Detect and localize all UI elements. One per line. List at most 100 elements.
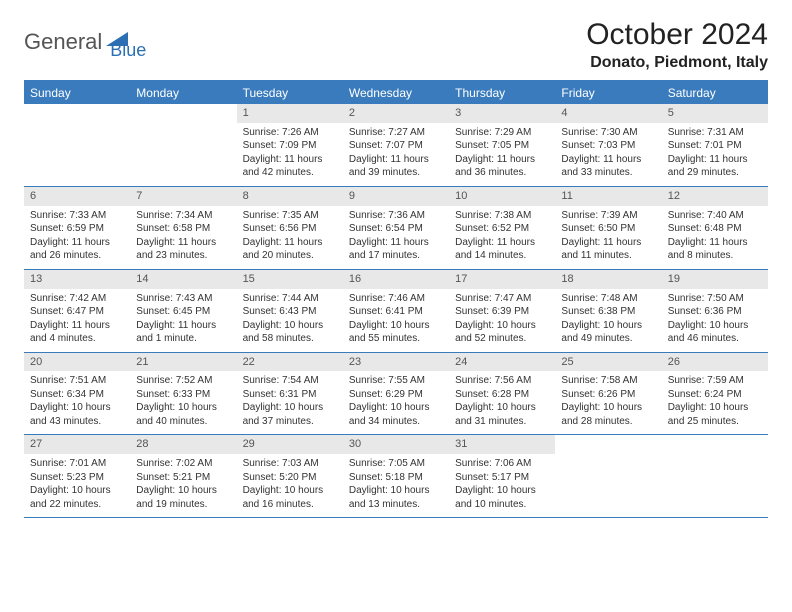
sunrise-text: Sunrise: 7:44 AM	[243, 292, 337, 306]
day-details: Sunrise: 7:34 AMSunset: 6:58 PMDaylight:…	[130, 206, 236, 269]
sunrise-text: Sunrise: 7:48 AM	[561, 292, 655, 306]
sunset-text: Sunset: 6:43 PM	[243, 305, 337, 319]
day-cell: 11Sunrise: 7:39 AMSunset: 6:50 PMDayligh…	[555, 187, 661, 269]
day-number: 12	[662, 187, 768, 206]
sunset-text: Sunset: 5:20 PM	[243, 471, 337, 485]
day-number: 10	[449, 187, 555, 206]
logo: General Blue	[24, 18, 146, 61]
day-details: Sunrise: 7:35 AMSunset: 6:56 PMDaylight:…	[237, 206, 343, 269]
day-cell: 24Sunrise: 7:56 AMSunset: 6:28 PMDayligh…	[449, 353, 555, 435]
daylight-text: Daylight: 10 hours and 34 minutes.	[349, 401, 443, 428]
day-number: 27	[24, 435, 130, 454]
sunrise-text: Sunrise: 7:42 AM	[30, 292, 124, 306]
sunset-text: Sunset: 6:26 PM	[561, 388, 655, 402]
day-number: 25	[555, 353, 661, 372]
day-details: Sunrise: 7:27 AMSunset: 7:07 PMDaylight:…	[343, 123, 449, 186]
day-number: 22	[237, 353, 343, 372]
day-header-cell: Saturday	[662, 82, 768, 104]
sunset-text: Sunset: 7:01 PM	[668, 139, 762, 153]
sunset-text: Sunset: 6:41 PM	[349, 305, 443, 319]
sunset-text: Sunset: 6:59 PM	[30, 222, 124, 236]
sunrise-text: Sunrise: 7:36 AM	[349, 209, 443, 223]
sunrise-text: Sunrise: 7:59 AM	[668, 374, 762, 388]
day-cell: 1Sunrise: 7:26 AMSunset: 7:09 PMDaylight…	[237, 104, 343, 186]
sunrise-text: Sunrise: 7:33 AM	[30, 209, 124, 223]
sunrise-text: Sunrise: 7:06 AM	[455, 457, 549, 471]
day-cell: 22Sunrise: 7:54 AMSunset: 6:31 PMDayligh…	[237, 353, 343, 435]
day-details: Sunrise: 7:43 AMSunset: 6:45 PMDaylight:…	[130, 289, 236, 352]
sunset-text: Sunset: 6:48 PM	[668, 222, 762, 236]
sunset-text: Sunset: 6:38 PM	[561, 305, 655, 319]
day-details: Sunrise: 7:50 AMSunset: 6:36 PMDaylight:…	[662, 289, 768, 352]
day-cell: 20Sunrise: 7:51 AMSunset: 6:34 PMDayligh…	[24, 353, 130, 435]
location: Donato, Piedmont, Italy	[586, 54, 768, 72]
day-details: Sunrise: 7:30 AMSunset: 7:03 PMDaylight:…	[555, 123, 661, 186]
day-cell: 13Sunrise: 7:42 AMSunset: 6:47 PMDayligh…	[24, 270, 130, 352]
day-details: Sunrise: 7:52 AMSunset: 6:33 PMDaylight:…	[130, 371, 236, 434]
sunrise-text: Sunrise: 7:43 AM	[136, 292, 230, 306]
sunrise-text: Sunrise: 7:38 AM	[455, 209, 549, 223]
month-title: October 2024	[586, 18, 768, 52]
day-header-cell: Tuesday	[237, 82, 343, 104]
day-cell: 19Sunrise: 7:50 AMSunset: 6:36 PMDayligh…	[662, 270, 768, 352]
day-cell: 7Sunrise: 7:34 AMSunset: 6:58 PMDaylight…	[130, 187, 236, 269]
calendar: SundayMondayTuesdayWednesdayThursdayFrid…	[24, 80, 768, 518]
daylight-text: Daylight: 10 hours and 28 minutes.	[561, 401, 655, 428]
day-details: Sunrise: 7:26 AMSunset: 7:09 PMDaylight:…	[237, 123, 343, 186]
daylight-text: Daylight: 11 hours and 26 minutes.	[30, 236, 124, 263]
day-details: Sunrise: 7:42 AMSunset: 6:47 PMDaylight:…	[24, 289, 130, 352]
day-details: Sunrise: 7:51 AMSunset: 6:34 PMDaylight:…	[24, 371, 130, 434]
day-number: 13	[24, 270, 130, 289]
day-cell: 28Sunrise: 7:02 AMSunset: 5:21 PMDayligh…	[130, 435, 236, 517]
sunset-text: Sunset: 6:54 PM	[349, 222, 443, 236]
sunrise-text: Sunrise: 7:46 AM	[349, 292, 443, 306]
day-cell: 18Sunrise: 7:48 AMSunset: 6:38 PMDayligh…	[555, 270, 661, 352]
week-row: 20Sunrise: 7:51 AMSunset: 6:34 PMDayligh…	[24, 353, 768, 436]
day-cell: 8Sunrise: 7:35 AMSunset: 6:56 PMDaylight…	[237, 187, 343, 269]
sunrise-text: Sunrise: 7:02 AM	[136, 457, 230, 471]
sunset-text: Sunset: 6:45 PM	[136, 305, 230, 319]
day-header-cell: Friday	[555, 82, 661, 104]
sunset-text: Sunset: 6:52 PM	[455, 222, 549, 236]
day-details: Sunrise: 7:33 AMSunset: 6:59 PMDaylight:…	[24, 206, 130, 269]
day-cell: 31Sunrise: 7:06 AMSunset: 5:17 PMDayligh…	[449, 435, 555, 517]
day-cell: .	[555, 435, 661, 517]
daylight-text: Daylight: 10 hours and 46 minutes.	[668, 319, 762, 346]
day-number: 30	[343, 435, 449, 454]
logo-text-general: General	[24, 29, 102, 55]
title-block: October 2024 Donato, Piedmont, Italy	[586, 18, 768, 72]
day-cell: 15Sunrise: 7:44 AMSunset: 6:43 PMDayligh…	[237, 270, 343, 352]
daylight-text: Daylight: 10 hours and 40 minutes.	[136, 401, 230, 428]
sunrise-text: Sunrise: 7:51 AM	[30, 374, 124, 388]
sunset-text: Sunset: 6:36 PM	[668, 305, 762, 319]
sunset-text: Sunset: 6:56 PM	[243, 222, 337, 236]
header: General Blue October 2024 Donato, Piedmo…	[24, 18, 768, 72]
daylight-text: Daylight: 11 hours and 29 minutes.	[668, 153, 762, 180]
day-details: Sunrise: 7:44 AMSunset: 6:43 PMDaylight:…	[237, 289, 343, 352]
daylight-text: Daylight: 10 hours and 19 minutes.	[136, 484, 230, 511]
daylight-text: Daylight: 11 hours and 14 minutes.	[455, 236, 549, 263]
day-cell: 25Sunrise: 7:58 AMSunset: 6:26 PMDayligh…	[555, 353, 661, 435]
daylight-text: Daylight: 10 hours and 10 minutes.	[455, 484, 549, 511]
sunrise-text: Sunrise: 7:31 AM	[668, 126, 762, 140]
week-row: 13Sunrise: 7:42 AMSunset: 6:47 PMDayligh…	[24, 270, 768, 353]
daylight-text: Daylight: 11 hours and 11 minutes.	[561, 236, 655, 263]
day-details: Sunrise: 7:39 AMSunset: 6:50 PMDaylight:…	[555, 206, 661, 269]
day-number: 26	[662, 353, 768, 372]
sunrise-text: Sunrise: 7:34 AM	[136, 209, 230, 223]
day-header-cell: Monday	[130, 82, 236, 104]
daylight-text: Daylight: 10 hours and 55 minutes.	[349, 319, 443, 346]
day-details: Sunrise: 7:54 AMSunset: 6:31 PMDaylight:…	[237, 371, 343, 434]
daylight-text: Daylight: 11 hours and 1 minute.	[136, 319, 230, 346]
daylight-text: Daylight: 11 hours and 39 minutes.	[349, 153, 443, 180]
day-number: 15	[237, 270, 343, 289]
day-cell: 29Sunrise: 7:03 AMSunset: 5:20 PMDayligh…	[237, 435, 343, 517]
day-number: 3	[449, 104, 555, 123]
sunrise-text: Sunrise: 7:54 AM	[243, 374, 337, 388]
day-header-row: SundayMondayTuesdayWednesdayThursdayFrid…	[24, 82, 768, 104]
day-number: 18	[555, 270, 661, 289]
sunset-text: Sunset: 5:23 PM	[30, 471, 124, 485]
sunset-text: Sunset: 6:58 PM	[136, 222, 230, 236]
day-number: 5	[662, 104, 768, 123]
day-number: 7	[130, 187, 236, 206]
